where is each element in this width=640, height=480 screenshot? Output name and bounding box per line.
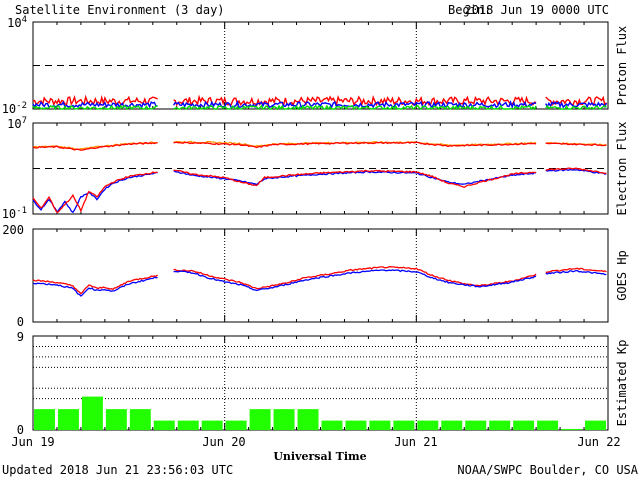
chart-title: Satellite Environment (3 day) (15, 3, 225, 17)
electron-flux-series-2-line (545, 168, 607, 175)
electron-flux-y-axis-label: Electron Flux (615, 122, 629, 216)
proton-flux-y-axis-label: Proton Flux (615, 26, 629, 105)
estimated-kp-bar-5 (153, 420, 175, 430)
estimated-kp-bar-18 (465, 420, 487, 430)
estimated-kp-bar-16 (417, 420, 439, 430)
estimated-kp-y-tick-label-0: 9 (17, 330, 24, 344)
estimated-kp-bar-13 (345, 420, 367, 430)
x-tick-label-1: Jun 20 (202, 435, 245, 449)
estimated-kp-bar-14 (369, 420, 391, 430)
credit-text: NOAA/SWPC Boulder, CO USA (457, 463, 638, 477)
x-tick-label-3: Jun 22 (577, 435, 620, 449)
electron-flux-series-1-line (173, 141, 537, 149)
proton-flux-series-0-line (173, 94, 537, 108)
estimated-kp-bar-19 (489, 420, 511, 430)
estimated-kp-bar-17 (441, 420, 463, 430)
x-axis: Jun 19 Jun 20 Jun 21 Jun 22 Universal Ti… (11, 435, 620, 463)
estimated-kp-bar-12 (321, 420, 343, 430)
estimated-kp-bar-23 (585, 420, 606, 430)
goes-hp-y-tick-label-1: 0 (17, 315, 24, 329)
estimated-kp-y-tick-label-1: 0 (17, 423, 24, 437)
goes-hp-series-0-line (173, 266, 537, 290)
electron-flux-panel: 107 10-1 Electron Flux (2, 116, 629, 221)
estimated-kp-bar-21 (537, 420, 559, 430)
proton-flux-series-2-line (173, 104, 537, 111)
updated-timestamp: Updated 2018 Jun 21 23:56:03 UTC (2, 463, 233, 477)
estimated-kp-bar-11 (297, 409, 319, 430)
estimated-kp-y-axis-label: Estimated Kp (615, 340, 629, 427)
goes-hp-series-0-line (32, 274, 159, 295)
estimated-kp-bar-9 (249, 409, 271, 430)
estimated-kp-bar-22 (561, 428, 583, 430)
estimated-kp-bar-7 (201, 420, 223, 430)
x-tick-label-2: Jun 21 (394, 435, 437, 449)
electron-flux-series-3-line (545, 167, 607, 174)
proton-flux-series-0-line (32, 94, 158, 107)
proton-flux-series-2-line (32, 104, 158, 111)
estimated-kp-panel: 9 0 Estimated Kp (17, 330, 629, 437)
estimated-kp-bar-10 (273, 409, 295, 430)
goes-hp-series-1-line (173, 269, 537, 292)
electron-flux-series-1-line (545, 142, 607, 147)
estimated-kp-bar-8 (225, 420, 247, 430)
electron-flux-series-3-line (32, 171, 158, 214)
x-axis-title: Universal Time (273, 450, 366, 463)
estimated-kp-bar-2 (81, 396, 103, 430)
electron-flux-y-tick-label-1: 10-1 (2, 206, 27, 221)
begin-value: 2018 Jun 19 0000 UTC (465, 3, 610, 17)
estimated-kp-bar-6 (177, 420, 199, 430)
electron-flux-series-1-line (32, 142, 158, 151)
estimated-kp-bar-1 (57, 409, 79, 430)
estimated-kp-bar-4 (129, 409, 151, 430)
estimated-kp-bar-3 (105, 409, 127, 430)
goes-hp-series-1-line (32, 276, 158, 297)
goes-hp-y-tick-label-0: 200 (2, 223, 24, 237)
panels: 104 10-2 Proton Flux 107 10-1 Electron Flux 20… (2, 15, 629, 437)
estimated-kp-bar-20 (513, 420, 535, 430)
proton-flux-series-2-line (545, 104, 607, 111)
electron-flux-series-3-line (173, 169, 537, 189)
begin-label: Begin: (448, 3, 491, 17)
estimated-kp-bar-0 (34, 409, 55, 430)
electron-flux-y-tick-label-0: 107 (7, 116, 27, 131)
x-tick-label-0: Jun 19 (11, 435, 54, 449)
estimated-kp-bar-15 (393, 420, 415, 430)
proton-flux-y-tick-label-0: 104 (7, 15, 27, 30)
goes-hp-series-1-line (545, 269, 607, 276)
goes-hp-panel: 200 0 GOES Hp (2, 223, 629, 329)
proton-flux-y-tick-label-1: 10-2 (2, 101, 27, 116)
goes-hp-y-axis-label: GOES Hp (615, 250, 629, 301)
goes-hp-series-0-line (545, 267, 607, 273)
proton-flux-panel: 104 10-2 Proton Flux (2, 15, 629, 116)
electron-flux-series-2-line (32, 171, 158, 214)
